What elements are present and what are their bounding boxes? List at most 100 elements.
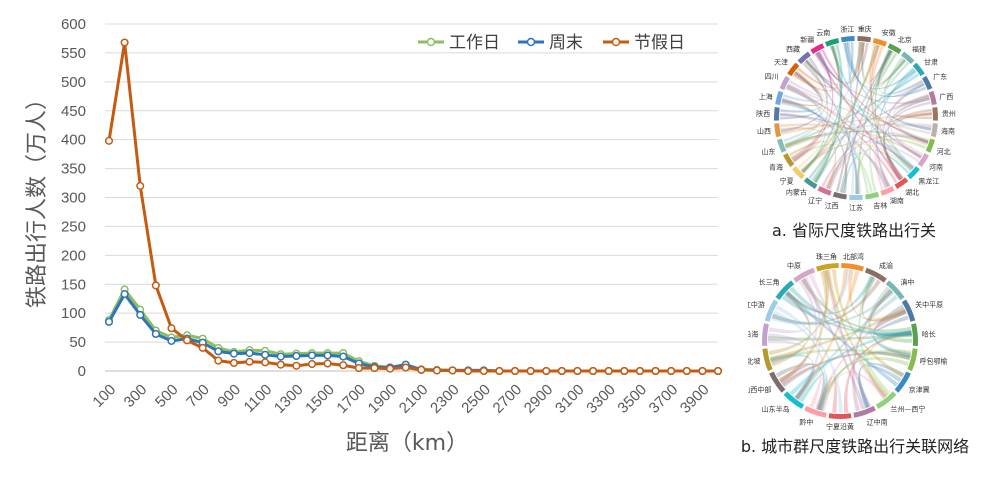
chord-ribbon	[817, 376, 837, 413]
chord-arc-浙江	[840, 36, 855, 43]
chord-arc-宁夏沿黄	[828, 413, 852, 419]
chord-ribbon	[814, 52, 902, 181]
data-point	[307, 360, 317, 369]
x-tick-label: 1900	[365, 381, 401, 417]
y-tick-label: 200	[61, 247, 86, 264]
chord-arc-天山北坡	[762, 348, 773, 372]
line-chart: 0 50 100 150 200 250 300 350 400 450 500 550 600 100…	[25, 16, 723, 456]
chord-ribbon	[816, 357, 909, 411]
data-point	[229, 358, 238, 367]
data-point	[136, 310, 145, 319]
data-point	[448, 366, 457, 375]
data-point	[151, 281, 160, 290]
data-point	[526, 366, 535, 376]
series-line-节假日	[107, 41, 718, 373]
chord-node-label: 宁夏沿黄	[826, 422, 854, 431]
x-tick-label: 1300	[271, 381, 307, 417]
chord-arc-新疆	[810, 43, 825, 55]
chord-ribbon	[779, 270, 828, 384]
chord-ribbon	[785, 275, 875, 315]
data-point	[386, 364, 395, 373]
chord-ribbon	[875, 149, 903, 187]
chord-node-label: 辽宁	[808, 196, 822, 205]
data-point	[698, 366, 707, 376]
data-point	[261, 358, 270, 367]
series-周末	[104, 290, 723, 376]
chord-ribbon	[844, 42, 927, 98]
chord-arc-哈长	[911, 323, 918, 347]
data-point	[589, 366, 598, 376]
y-tick-label: 150	[61, 276, 86, 293]
chord-arc-辽宁	[817, 185, 832, 196]
chord-ribbon	[861, 42, 893, 83]
chord-ribbon	[839, 50, 893, 193]
chord-node-label: 辽中南	[867, 418, 888, 427]
gridlines	[105, 23, 718, 372]
chord-arc-天津	[787, 62, 800, 77]
chord-ribbon	[882, 83, 925, 180]
chord-node-label: 内蒙古	[786, 188, 807, 197]
chord-node-label: 天山北坡	[748, 357, 761, 366]
chord-node-label: 北京	[898, 35, 912, 44]
chord-arc-山西中部	[769, 371, 786, 393]
chord-ribbon	[771, 279, 881, 325]
chord-arc-兰州—西宁	[875, 391, 897, 409]
chord-ribbon	[885, 61, 925, 98]
chord-ribbon	[854, 138, 927, 194]
chord-arc-内蒙古	[803, 177, 818, 189]
chord-ribbon	[781, 70, 823, 107]
data-point	[214, 347, 223, 356]
data-point	[323, 351, 332, 360]
chord-node-label: 哈长	[922, 330, 936, 339]
chord-ribbon	[824, 269, 872, 408]
data-point	[339, 361, 348, 370]
chord-ribbon	[795, 270, 860, 401]
chord-node-label: 广西	[939, 92, 953, 101]
data-point	[651, 366, 660, 376]
legend-item-节假日: 节假日	[603, 33, 685, 53]
chord-ribbon	[768, 339, 808, 385]
chord-ribbon	[780, 71, 823, 113]
data-point	[120, 290, 129, 299]
chord-ribbon	[835, 42, 863, 192]
data-point	[339, 352, 348, 361]
chord-ribbon	[816, 42, 854, 84]
data-point	[245, 357, 254, 366]
chord-arc-甘肃	[912, 62, 925, 77]
y-tick-label: 600	[61, 16, 86, 33]
chord-ribbon	[828, 152, 891, 190]
chord-ribbon	[781, 112, 932, 135]
data-point	[245, 349, 254, 358]
data-point	[214, 356, 223, 365]
legend-label: 工作日	[449, 33, 500, 53]
data-point	[292, 361, 301, 370]
data-point	[417, 365, 426, 374]
chord-node-label: 江苏	[849, 203, 863, 212]
legend-item-周末: 周末	[518, 33, 583, 53]
chord-node-label: 滇中	[900, 277, 914, 286]
series-line-周末	[107, 292, 718, 373]
chord-node-label: 黔中	[799, 418, 813, 427]
chord-arc-四川	[779, 75, 790, 90]
x-axis-title: 距离（km）	[346, 431, 468, 456]
chord-ribbon	[825, 269, 889, 398]
data-point	[542, 366, 551, 376]
chord-ribbon	[770, 349, 911, 363]
chord-node-label: 北部湾	[843, 252, 864, 261]
legend-label: 节假日	[634, 33, 685, 53]
y-tick-label: 350	[61, 161, 86, 178]
x-tick-label: 900	[214, 381, 244, 411]
y-tick-label: 500	[61, 74, 86, 91]
y-tick-label: 100	[61, 305, 86, 322]
chord-arc-重庆	[857, 36, 872, 43]
chord-ribbon	[808, 274, 887, 399]
x-tick-label: 1100	[241, 381, 276, 416]
y-tick-label: 0	[78, 363, 86, 380]
chord-ribbon	[786, 83, 931, 135]
chord-ribbon	[771, 269, 851, 325]
y-tick-label: 450	[61, 103, 86, 120]
chord-ribbon	[769, 308, 907, 361]
chord-arc-中原	[793, 267, 816, 283]
data-point	[510, 366, 520, 376]
